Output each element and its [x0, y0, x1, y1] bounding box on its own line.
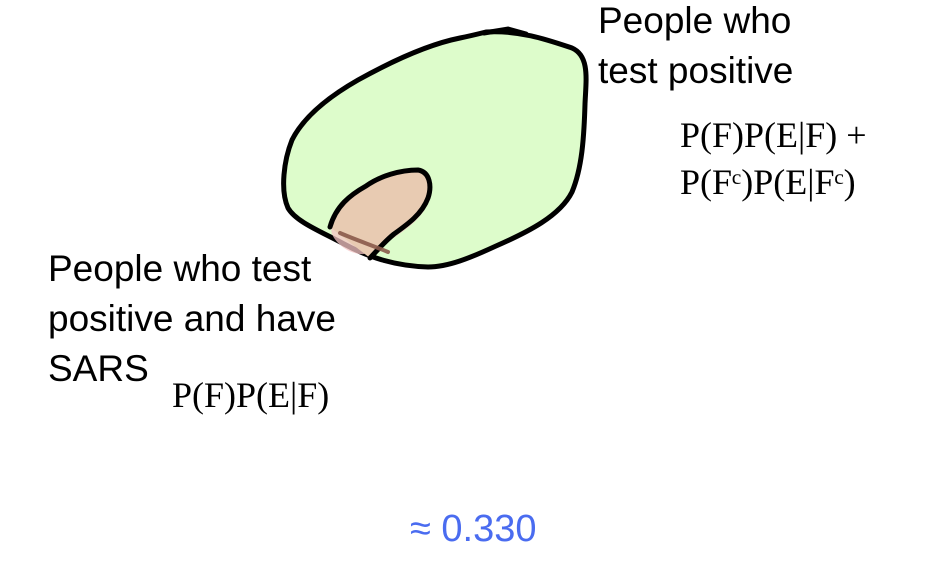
test-positive-region [281, 29, 589, 270]
result-value: ≈ 0.330 [410, 508, 537, 550]
test-positive-label-line: People who [598, 0, 792, 41]
test-positive-label: People who test positive [598, 0, 793, 96]
outline-tick-top [481, 26, 529, 37]
test-positive-formula-line: P(Fᶜ)P(E|Fᶜ) [680, 162, 856, 202]
test-positive-label-line: test positive [598, 50, 794, 91]
test-positive-formula-line: P(F)P(E|F) + [680, 115, 867, 155]
positive-and-sars-label-line: SARS [48, 348, 149, 389]
test-positive-formula: P(F)P(E|F) + P(Fᶜ)P(E|Fᶜ) [680, 112, 867, 206]
positive-and-sars-label-line: People who test [48, 248, 312, 289]
positive-and-sars-region [327, 167, 433, 261]
positive-and-sars-label-line: positive and have [48, 298, 336, 339]
positive-and-sars-formula: P(F)P(E|F) [172, 375, 330, 415]
positive-and-sars-label: People who test positive and have SARS [48, 244, 336, 394]
overlap-boundary [338, 231, 390, 254]
